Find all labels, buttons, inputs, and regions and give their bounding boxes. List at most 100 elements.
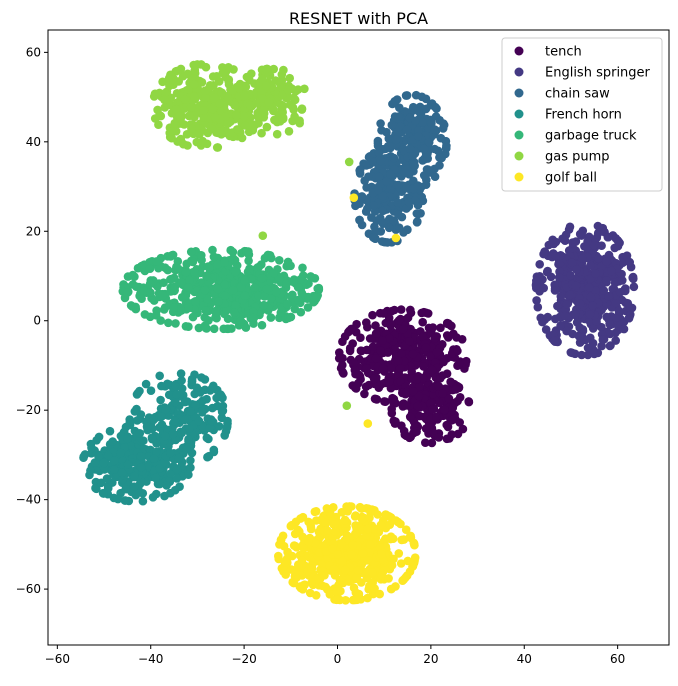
data-point — [281, 570, 291, 579]
data-point — [619, 324, 629, 334]
data-point — [629, 274, 638, 284]
data-point — [259, 300, 269, 310]
outlier-point — [344, 157, 354, 167]
data-point — [549, 336, 559, 345]
data-point — [396, 305, 406, 314]
data-point — [186, 463, 195, 472]
data-point — [298, 585, 308, 594]
data-point — [197, 78, 207, 87]
data-point — [412, 218, 422, 227]
legend-marker — [514, 151, 524, 161]
data-point — [123, 460, 133, 469]
data-point — [614, 306, 624, 316]
data-point — [337, 508, 347, 517]
data-point — [163, 265, 173, 275]
data-point — [186, 406, 195, 416]
data-point — [275, 255, 284, 265]
data-point — [169, 80, 178, 89]
data-point — [182, 444, 191, 454]
data-point — [415, 382, 424, 391]
data-point — [136, 452, 146, 461]
data-point — [306, 524, 316, 534]
data-point — [166, 275, 175, 284]
data-point — [428, 405, 438, 414]
data-point — [374, 172, 384, 181]
series-garbage-truck — [118, 245, 324, 334]
x-tick-label: 20 — [423, 652, 438, 666]
data-point — [257, 320, 267, 330]
data-point — [387, 120, 397, 130]
legend-label: gas pump — [545, 150, 610, 165]
data-point — [220, 258, 229, 267]
data-point — [173, 264, 183, 274]
y-tick-label: 20 — [26, 224, 41, 238]
data-point — [117, 468, 127, 478]
data-point — [396, 377, 405, 386]
data-point — [160, 95, 169, 105]
data-point — [241, 323, 251, 332]
data-point — [350, 595, 360, 605]
data-point — [378, 364, 388, 373]
data-point — [210, 113, 220, 122]
data-point — [186, 456, 195, 465]
data-point — [161, 88, 170, 98]
data-point — [582, 243, 592, 253]
data-point — [177, 384, 187, 393]
data-point — [262, 122, 272, 132]
data-point — [183, 283, 193, 292]
data-point — [286, 312, 296, 322]
data-point — [249, 313, 259, 323]
data-point — [184, 111, 194, 121]
data-point — [439, 120, 449, 130]
data-point — [424, 138, 434, 147]
data-point — [278, 114, 288, 124]
data-point — [389, 394, 399, 404]
data-point — [419, 171, 429, 180]
data-point — [408, 151, 417, 161]
data-point — [239, 111, 249, 121]
series-french-horn — [79, 369, 232, 506]
data-point — [423, 309, 433, 318]
data-point — [599, 286, 609, 295]
data-point — [578, 253, 587, 263]
legend-label: chain saw — [545, 87, 610, 102]
data-point — [437, 153, 447, 163]
data-point — [404, 170, 414, 179]
data-point — [419, 144, 429, 154]
data-point — [247, 69, 256, 78]
data-point — [397, 535, 407, 545]
data-point — [154, 263, 163, 273]
data-point — [405, 433, 414, 443]
data-point — [209, 93, 219, 103]
data-point — [362, 161, 371, 170]
legend-marker — [514, 130, 524, 140]
data-point — [286, 521, 296, 531]
data-point — [141, 379, 151, 389]
data-point — [220, 291, 230, 301]
data-point — [556, 258, 565, 268]
data-point — [197, 251, 206, 260]
data-point — [329, 564, 339, 574]
data-point — [168, 429, 178, 439]
data-point — [363, 322, 372, 332]
data-point — [355, 215, 364, 225]
data-point — [311, 591, 321, 600]
data-point — [575, 229, 585, 239]
data-point — [285, 73, 295, 83]
data-point — [274, 551, 283, 561]
data-point — [190, 267, 199, 277]
data-point — [271, 287, 281, 297]
data-point — [219, 324, 228, 334]
data-point — [430, 164, 439, 174]
data-point — [448, 415, 457, 425]
x-tick-label: −60 — [45, 652, 70, 666]
data-point — [303, 303, 313, 312]
data-point — [240, 291, 250, 301]
data-point — [578, 325, 588, 334]
data-point — [614, 237, 623, 246]
data-point — [336, 586, 345, 596]
legend-box — [501, 37, 663, 192]
data-point — [377, 571, 387, 580]
legend-label: golf ball — [545, 171, 597, 186]
data-point — [277, 70, 287, 79]
